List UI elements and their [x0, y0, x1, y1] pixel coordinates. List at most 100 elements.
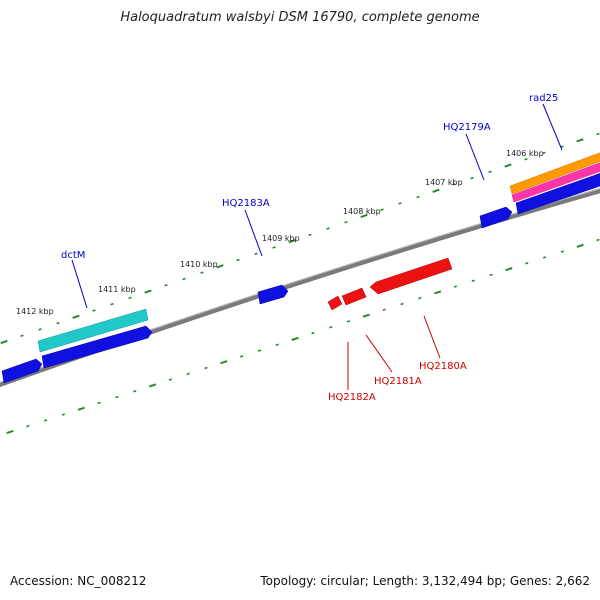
outer-tick [416, 195, 420, 199]
outer-tick [288, 239, 296, 244]
gene-label-HQ2179A[interactable]: HQ2179A [443, 122, 491, 133]
inner-tick [77, 406, 85, 411]
outer-tick [452, 183, 456, 186]
outer-tick [380, 208, 384, 211]
leader-HQ2183A [244, 209, 263, 257]
map-title: Haloquadratum walsbyi DSM 16790, complet… [120, 10, 480, 25]
forward-cds-dctM[interactable] [41, 325, 153, 369]
inner-tick [133, 390, 137, 393]
tick-label-1407: 1407 kbp [425, 178, 463, 187]
inner-tick [453, 285, 458, 288]
outer-tick [504, 163, 512, 168]
inner-tick [186, 372, 190, 376]
tick-label-1411: 1411 kbp [98, 285, 136, 294]
outer-tick [272, 246, 276, 249]
inner-tick [311, 331, 315, 335]
outer-tick [182, 277, 186, 281]
inner-tick [418, 296, 422, 300]
reverse-cds-HQ2181A[interactable] [341, 287, 367, 306]
inner-tick [168, 378, 173, 381]
inner-tick [6, 429, 14, 435]
inner-tick [433, 290, 442, 295]
pink-track[interactable] [511, 162, 600, 203]
outer-tick [254, 252, 258, 256]
inner-tick [560, 250, 565, 253]
inner-tick [115, 395, 119, 399]
outer-tick [200, 271, 204, 274]
accession-text: Accession: NC_008212 [10, 574, 147, 588]
tick-label-1410: 1410 kbp [180, 260, 218, 269]
outer-tick [488, 170, 492, 174]
dctM-track[interactable] [37, 308, 149, 353]
outer-tick [144, 289, 152, 294]
inner-tick [542, 256, 547, 259]
inner-tick [525, 262, 529, 265]
outer-tick [110, 302, 114, 306]
outer-tick [432, 188, 440, 193]
outer-tick [470, 176, 474, 180]
outer-tick [308, 233, 312, 237]
outer-tick [20, 334, 24, 337]
leader-rad25 [542, 103, 563, 151]
inner-tick [329, 326, 333, 329]
inner-tick [505, 267, 513, 272]
leader-HQ2181A [365, 334, 393, 373]
leader-HQ2180A [423, 315, 441, 359]
reverse-cds-HQ2180A[interactable] [369, 257, 453, 295]
outer-tick-marks [0, 132, 600, 345]
inner-tick [257, 349, 262, 352]
gene-label-dctM[interactable]: dctM [61, 250, 85, 261]
inner-tick [220, 360, 228, 365]
outer-tick [164, 284, 168, 287]
outer-tick [398, 202, 402, 205]
inner-tick [362, 313, 371, 318]
inner-tick [346, 320, 351, 323]
inner-tick [596, 238, 600, 242]
inner-tick-marks [6, 238, 600, 435]
inner-tick [471, 279, 475, 282]
inner-tick [489, 273, 493, 277]
forward-cds-HQ2179A[interactable] [479, 206, 513, 229]
outer-tick [542, 151, 546, 155]
inner-tick [275, 343, 279, 346]
gene-label-HQ2183A[interactable]: HQ2183A [222, 198, 270, 209]
tick-label-1412: 1412 kbp [16, 307, 54, 316]
inner-tick [43, 419, 48, 422]
inner-tick [97, 401, 101, 405]
gene-label-rad25[interactable]: rad25 [529, 93, 558, 104]
tick-label-1408: 1408 kbp [343, 207, 381, 216]
reverse-cds-HQ2182A[interactable] [327, 295, 343, 311]
tick-label-1406: 1406 kbp [506, 149, 544, 158]
outer-tick [38, 328, 42, 331]
outer-tick [56, 321, 60, 325]
inner-tick [26, 424, 30, 428]
outer-tick [236, 258, 240, 262]
inner-tick [148, 383, 157, 388]
inner-tick [576, 243, 584, 248]
outer-tick [92, 309, 96, 312]
inner-tick [61, 413, 66, 416]
outer-tick [524, 157, 528, 161]
forward-cds-rad25[interactable] [515, 172, 600, 215]
inner-tick [382, 308, 386, 312]
tick-label-1409: 1409 kbp [262, 234, 300, 243]
outer-tick [360, 213, 368, 219]
outer-tick [326, 227, 330, 230]
genome-summary-text: Topology: circular; Length: 3,132,494 bp… [260, 574, 590, 588]
outer-tick [344, 220, 348, 224]
gene-label-HQ2181A[interactable]: HQ2181A [374, 376, 422, 387]
inner-tick [239, 355, 244, 358]
outer-tick [72, 314, 80, 319]
gene-label-HQ2182A[interactable]: HQ2182A [328, 392, 376, 403]
leader-dctM [71, 259, 88, 309]
forward-cds-left-edge[interactable] [1, 358, 43, 384]
gene-label-HQ2180A[interactable]: HQ2180A [419, 361, 467, 372]
rad25-track[interactable] [509, 152, 600, 195]
outer-tick [0, 339, 8, 345]
outer-tick [216, 264, 224, 269]
outer-tick [576, 138, 584, 143]
leader-HQ2179A [465, 133, 485, 181]
inner-tick [204, 366, 208, 370]
forward-cds-HQ2183A[interactable] [257, 284, 289, 305]
